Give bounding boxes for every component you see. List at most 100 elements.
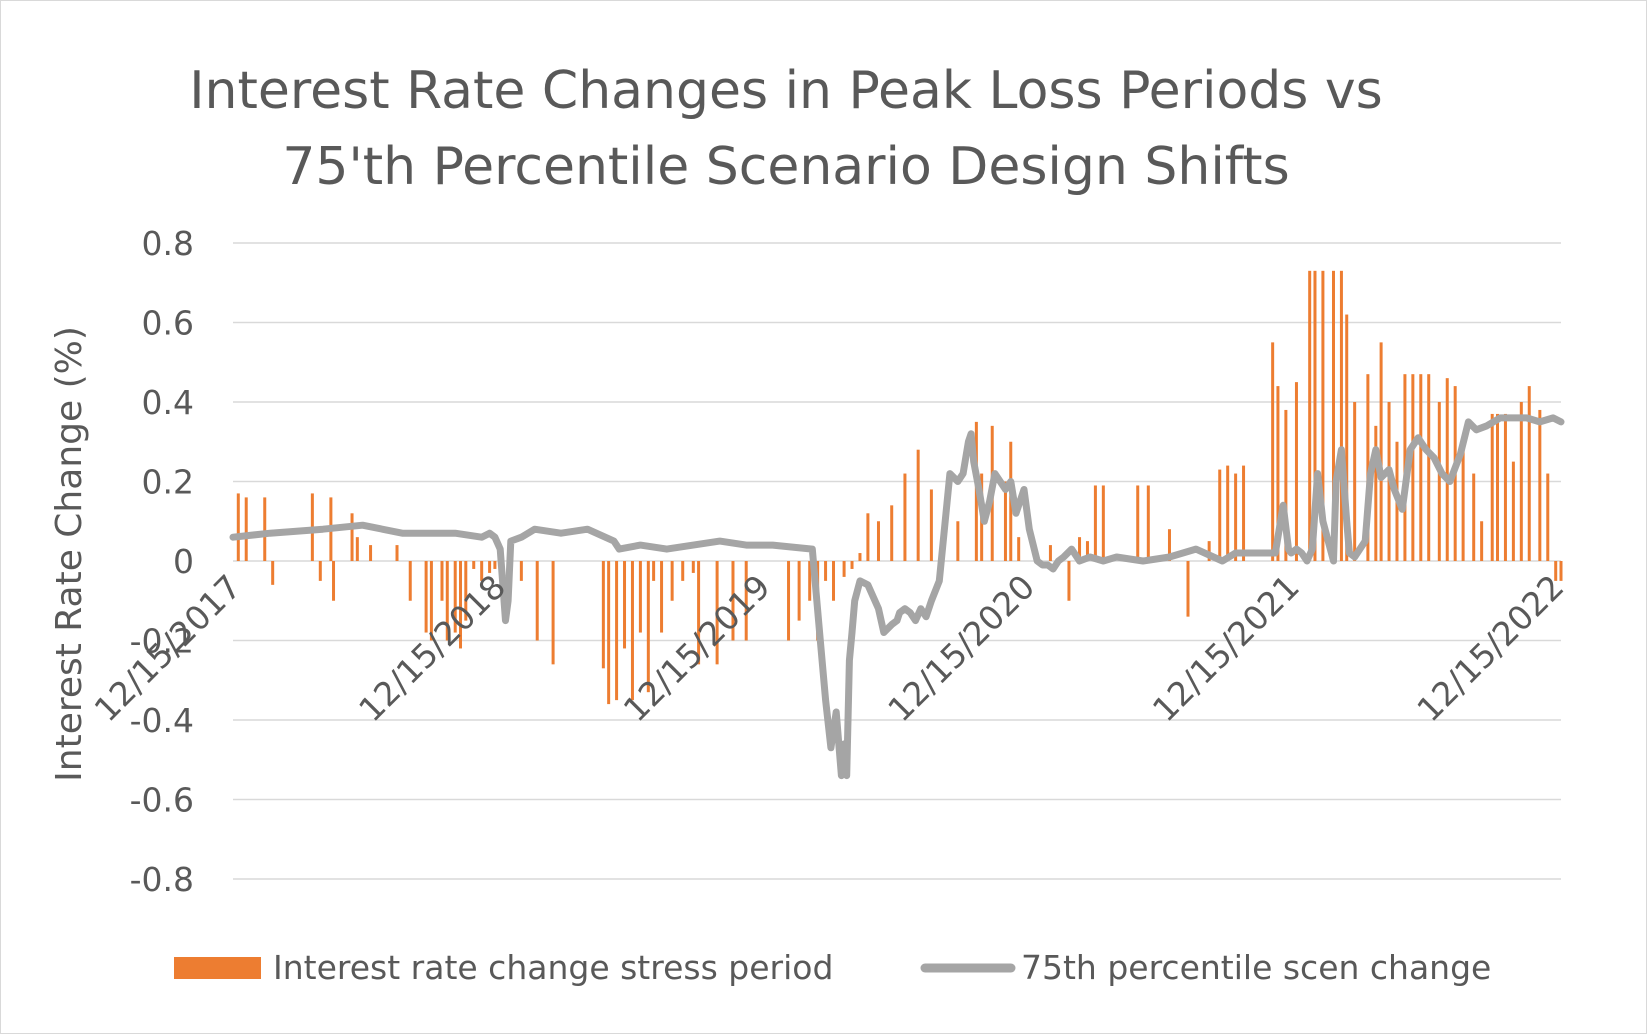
x-tick-label: 12/15/2022 [1409, 567, 1571, 729]
bar [808, 561, 812, 601]
bar [1519, 402, 1523, 561]
bar [1554, 561, 1558, 581]
bar [1078, 537, 1082, 561]
bar [424, 561, 428, 633]
bar [535, 561, 539, 641]
bar [332, 561, 336, 601]
bar [408, 561, 412, 601]
bar [1003, 481, 1007, 561]
bar [601, 561, 605, 669]
bar [1490, 413, 1494, 561]
bar [1048, 545, 1052, 561]
bar [916, 449, 920, 561]
bar [660, 561, 664, 633]
bar [1538, 409, 1542, 561]
bar [440, 561, 444, 601]
bar [903, 473, 907, 561]
bar [1313, 270, 1317, 561]
bar [681, 561, 685, 581]
bar [1339, 270, 1343, 561]
x-tick-label: 12/15/2021 [1145, 567, 1307, 729]
y-axis-ticks: 0.8 0.6 0.4 0.2 0 -0.2 -0.4 -0.6 -0.8 [130, 224, 194, 899]
bar [956, 521, 960, 561]
bar [1067, 561, 1071, 601]
bar [850, 561, 854, 569]
bar [318, 561, 322, 581]
bar [480, 561, 484, 581]
bar [263, 497, 267, 561]
bar [1331, 270, 1335, 561]
y-tick-label: 0.2 [142, 463, 194, 502]
bar [1242, 465, 1246, 561]
bar [369, 545, 373, 561]
bar [1345, 314, 1349, 561]
bar [615, 561, 619, 701]
bar [1353, 402, 1357, 561]
bar [1218, 469, 1222, 561]
bar [607, 561, 611, 705]
legend-line-label: 75th percentile scen change [1021, 948, 1491, 987]
bar [1101, 485, 1105, 561]
y-tick-label: -0.8 [130, 860, 194, 899]
bar [459, 561, 463, 649]
bar [1234, 473, 1238, 561]
bar [1186, 561, 1190, 617]
bar [842, 561, 846, 577]
bar [1546, 473, 1550, 561]
bar [1461, 441, 1465, 561]
legend-bar-label: Interest rate change stress period [273, 948, 833, 987]
bar [832, 561, 836, 601]
bar [355, 537, 359, 561]
bar [429, 561, 433, 641]
chart-title-line-2: 75'th Percentile Scenario Design Shifts [282, 137, 1290, 197]
y-tick-label: -0.6 [130, 781, 194, 820]
bar [1308, 270, 1312, 561]
bar [691, 561, 695, 573]
bar [1271, 342, 1275, 561]
bar [1226, 465, 1230, 561]
bar [1207, 541, 1211, 561]
bar [1276, 386, 1280, 561]
bar [866, 513, 870, 561]
line-series [229, 414, 1565, 780]
bar [236, 493, 240, 561]
bar [652, 561, 656, 581]
bar [350, 513, 354, 561]
bar [1472, 473, 1476, 561]
bar [1294, 382, 1298, 561]
y-axis-label: Interest Rate Change (%) [49, 326, 90, 782]
bar [1379, 342, 1383, 561]
bar [929, 489, 933, 561]
bar [445, 561, 449, 641]
y-tick-label: 0.4 [142, 383, 194, 422]
bar [697, 561, 701, 665]
bar [1527, 386, 1531, 561]
legend-bar-swatch [174, 957, 261, 979]
chart-title-line-1: Interest Rate Changes in Peak Loss Perio… [189, 61, 1383, 121]
y-tick-label: 0.8 [142, 224, 194, 263]
bar [244, 497, 248, 561]
bar [1167, 529, 1171, 561]
bar [488, 561, 492, 573]
bar [1480, 521, 1484, 561]
bar [1093, 485, 1097, 561]
bar [797, 561, 801, 621]
legend: Interest rate change stress period 75th … [174, 948, 1491, 987]
bar [744, 561, 748, 641]
chart-title: Interest Rate Changes in Peak Loss Perio… [181, 53, 1391, 205]
bar [493, 561, 497, 569]
bar [1146, 485, 1150, 561]
bar [1559, 561, 1563, 581]
bar [464, 561, 468, 621]
bar [1503, 413, 1507, 561]
bar [1427, 374, 1431, 561]
bar [824, 561, 828, 581]
y-tick-label: -0.2 [130, 622, 194, 661]
bar [715, 561, 719, 665]
bar [551, 561, 555, 665]
y-tick-label: -0.4 [130, 701, 194, 740]
bar [876, 521, 880, 561]
bar [1445, 378, 1449, 561]
bar [472, 561, 476, 569]
